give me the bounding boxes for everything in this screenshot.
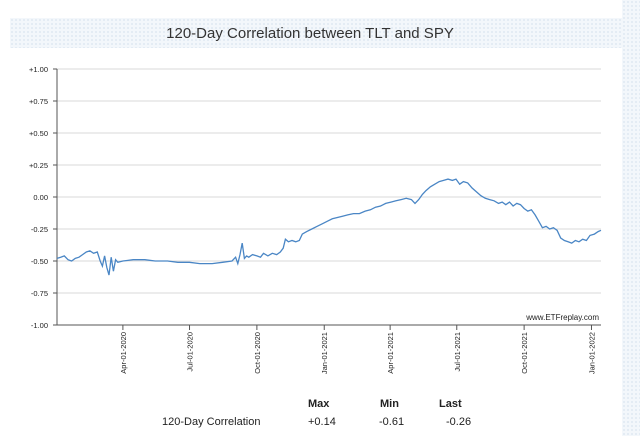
y-tick-label: +1.00 xyxy=(29,65,48,74)
x-tick-label: Jan-01-2021 xyxy=(320,332,329,374)
y-tick-label: -0.75 xyxy=(31,289,48,298)
x-tick-label: Oct-01-2021 xyxy=(520,332,529,374)
x-tick-label: Apr-01-2020 xyxy=(119,332,128,374)
x-tick-label: Jan-01-2022 xyxy=(587,332,596,374)
stats-header-min: Min xyxy=(380,398,399,410)
x-axis: Apr-01-2020 Jul-01-2020 Oct-01-2020 Jan-01-… xyxy=(119,325,596,374)
stats-value-max: +0.14 xyxy=(308,416,336,428)
x-tick-label: Apr-01-2021 xyxy=(386,332,395,374)
y-tick-label: +0.25 xyxy=(29,161,48,170)
y-axis: +1.00 +0.75 +0.50 +0.25 0.00 -0.25 -0.50 -0.75 -… xyxy=(29,65,57,330)
stats-header-last: Last xyxy=(439,398,462,410)
right-background-strip xyxy=(622,0,640,436)
y-tick-label: -0.25 xyxy=(31,225,48,234)
series-line-120-day-correlation xyxy=(56,178,602,276)
y-tick-label: -1.00 xyxy=(31,321,48,330)
grid xyxy=(56,68,601,326)
x-tick-label: Jul-01-2020 xyxy=(186,332,195,372)
stats-header-max: Max xyxy=(308,398,330,410)
y-tick-label: +0.50 xyxy=(29,129,48,138)
y-tick-label: -0.50 xyxy=(31,257,48,266)
x-tick-label: Oct-01-2020 xyxy=(253,332,262,374)
x-tick-label: Jul-01-2021 xyxy=(453,332,462,372)
y-tick-label: +0.75 xyxy=(29,97,48,106)
stats-row-label: 120-Day Correlation xyxy=(162,416,261,428)
chart-title: 120-Day Correlation between TLT and SPY xyxy=(166,25,454,42)
title-band xyxy=(10,18,622,48)
watermark: www.ETFreplay.com xyxy=(525,313,599,322)
stats-value-min: -0.61 xyxy=(379,416,405,428)
y-tick-label: 0.00 xyxy=(33,193,48,202)
stats-value-last: -0.26 xyxy=(446,416,472,428)
